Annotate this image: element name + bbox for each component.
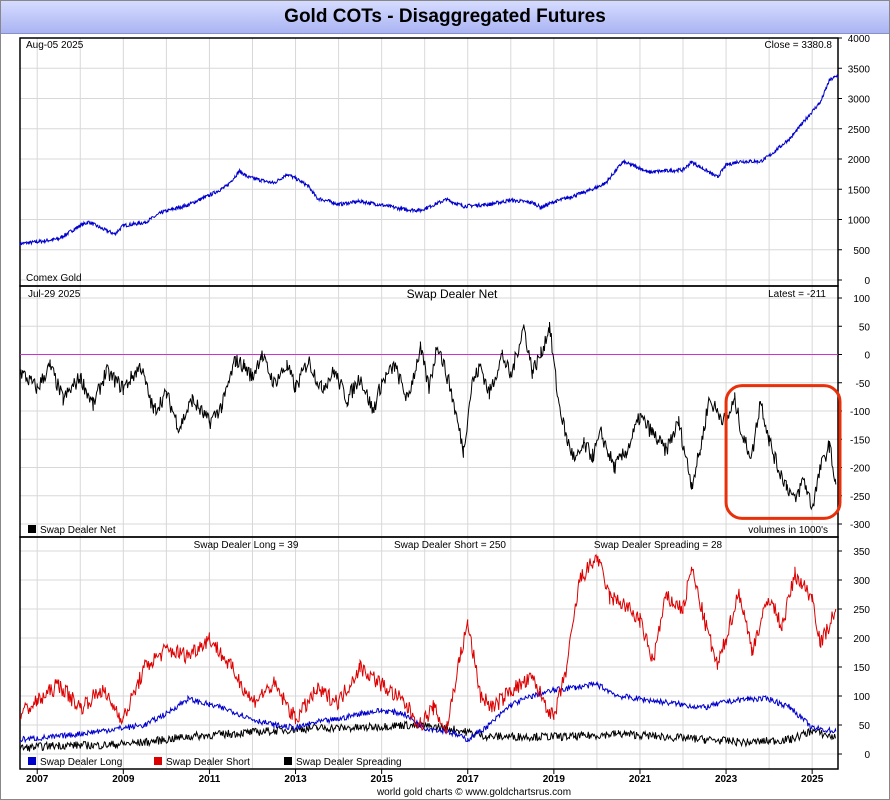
y-tick-label: 3000 [848, 95, 871, 106]
summary-long: Swap Dealer Long = 39 [194, 540, 299, 551]
x-tick-label: 2013 [284, 774, 307, 785]
footer-credit: world gold charts © www.goldchartsrus.co… [376, 787, 571, 798]
x-tick-label: 2007 [26, 774, 49, 785]
y-tick-label: 2000 [848, 155, 871, 166]
y-tick-label: -150 [850, 435, 870, 446]
y-tick-label: 0 [864, 351, 870, 362]
x-tick-label: 2025 [801, 774, 824, 785]
y-tick-label: 1000 [848, 216, 871, 227]
series-line-swap-dealer-long [19, 680, 837, 744]
y-tick-label: 500 [853, 246, 870, 257]
y-tick-label: 1500 [848, 185, 871, 196]
y-tick-label: 4000 [848, 34, 871, 45]
legend-swatch-net [28, 525, 36, 533]
y-tick-label: -250 [850, 492, 870, 503]
series-line-comex-gold [19, 73, 839, 246]
legend-label-1: Swap Dealer Short [166, 757, 250, 768]
summary-spreading: Swap Dealer Spreading = 28 [594, 540, 723, 551]
legend-swatch-0 [28, 757, 36, 765]
x-tick-label: 2023 [715, 774, 738, 785]
legend-swatch-1 [154, 757, 162, 765]
panel-title-swap-dealer-net: Swap Dealer Net [407, 287, 498, 301]
x-tick-label: 2021 [629, 774, 652, 785]
x-tick-label: 2019 [543, 774, 566, 785]
y-tick-label: -50 [856, 379, 871, 390]
latest-label: Latest = -211 [768, 289, 826, 300]
chart-title: Gold COTs - Disaggregated Futures [1, 1, 889, 34]
x-tick-label: 2015 [371, 774, 394, 785]
series-line-swap-dealer-net [19, 321, 837, 511]
y-tick-label: 350 [853, 547, 870, 558]
y-tick-label: 300 [853, 576, 870, 587]
y-tick-label: 100 [853, 294, 870, 305]
y-tick-label: 150 [853, 663, 870, 674]
y-tick-label: 100 [853, 692, 870, 703]
legend-label-2: Swap Dealer Spreading [296, 757, 402, 768]
y-tick-label: 200 [853, 634, 870, 645]
legend-label-0: Swap Dealer Long [40, 757, 122, 768]
y-tick-label: 50 [859, 322, 871, 333]
panel-title-comex-gold: Comex Gold [26, 273, 82, 284]
y-tick-label: -100 [850, 407, 870, 418]
panel-border [19, 37, 839, 287]
highlight-box [724, 384, 842, 520]
y-tick-label: 3500 [848, 64, 871, 75]
panel-border [19, 536, 839, 770]
summary-short: Swap Dealer Short = 250 [394, 540, 506, 551]
y-tick-label: -200 [850, 464, 870, 475]
date-label: Jul-29 2025 [28, 289, 81, 300]
close-label: Close = 3380.8 [764, 40, 832, 51]
legend-swatch-2 [284, 757, 292, 765]
x-tick-label: 2011 [199, 774, 221, 785]
x-tick-label: 2017 [457, 774, 480, 785]
y-tick-label: 0 [864, 750, 870, 761]
y-tick-label: 2500 [848, 125, 871, 136]
y-tick-label: 50 [859, 721, 871, 732]
y-tick-label: 0 [864, 276, 870, 287]
x-tick-label: 2009 [112, 774, 135, 785]
y-tick-label: 250 [853, 605, 870, 616]
series-line-swap-dealer-spreading [19, 720, 836, 752]
series-line-swap-dealer-short [19, 553, 837, 735]
legend-label-net: Swap Dealer Net [40, 525, 116, 536]
volumes-note: volumes in 1000's [748, 525, 828, 536]
date-label: Aug-05 2025 [26, 40, 84, 51]
y-tick-label: -300 [850, 520, 870, 531]
